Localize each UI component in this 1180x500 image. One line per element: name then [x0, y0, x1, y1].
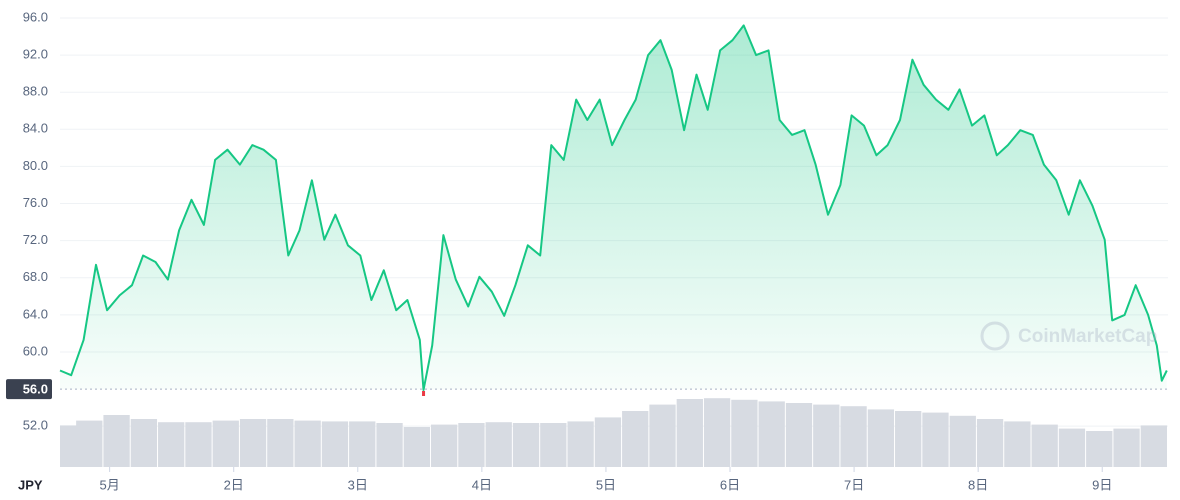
x-tick-label: 8日 — [968, 477, 988, 492]
volume-bar — [895, 411, 922, 467]
volume-bar — [1004, 421, 1031, 467]
price-line — [59, 24, 1168, 391]
low-marker — [422, 390, 426, 396]
volume-bar — [676, 399, 703, 467]
y-tick-label: 72.0 — [23, 232, 48, 247]
volume-bar — [1058, 428, 1086, 467]
y-tick-label: 80.0 — [23, 158, 48, 173]
y-tick-label: 76.0 — [23, 195, 48, 210]
volume-bar — [703, 398, 731, 467]
volume-bar — [540, 423, 567, 467]
x-tick-label: 4日 — [472, 477, 492, 492]
x-tick-label: 9日 — [1092, 477, 1112, 492]
volume-bar — [840, 406, 867, 467]
watermark-text: CoinMarketCap — [1018, 326, 1157, 347]
volume-bar — [485, 422, 512, 467]
volume-bar — [403, 427, 430, 467]
volume-bar — [239, 419, 267, 467]
volume-bar — [1140, 425, 1167, 467]
x-tick-label: 5月 — [100, 477, 120, 492]
volume-bar — [622, 411, 649, 467]
volume-bar — [731, 399, 758, 467]
currency-label: JPY — [18, 477, 43, 492]
volume-bar — [1086, 431, 1113, 467]
volume-bar — [103, 415, 130, 467]
volume-bar — [813, 404, 840, 467]
watermark-logo — [980, 321, 1010, 351]
y-tick-label: 64.0 — [23, 306, 48, 321]
reference-label-box — [6, 379, 52, 400]
volume-bar — [212, 420, 239, 467]
y-tick-label: 68.0 — [23, 269, 48, 284]
volume-bar — [294, 420, 321, 467]
volume-bar — [185, 422, 212, 467]
plot: 52.0 60.0 64.0 68.0 72.0 76.0 80.0 84.0 88.0 92.0… — [6, 9, 1168, 492]
volume-bar — [512, 423, 540, 467]
volume-bar — [785, 403, 813, 467]
y-tick-label: 92.0 — [23, 47, 48, 62]
x-tick-label: 2日 — [224, 477, 244, 492]
volume-bar — [130, 419, 158, 467]
volume-bar — [76, 420, 103, 467]
volume-bar — [594, 417, 622, 467]
volume-bar — [267, 419, 294, 467]
volume-bar — [321, 421, 349, 467]
y-tick-label: 96.0 — [23, 9, 48, 24]
volume-bar — [376, 423, 403, 467]
volume-bar — [430, 424, 458, 467]
y-tick-label: 88.0 — [23, 84, 48, 99]
volume-bar — [458, 423, 485, 467]
volume-bar — [922, 412, 949, 467]
price-area — [60, 25, 1167, 391]
volume-bar — [976, 419, 1004, 467]
volume-bar — [1031, 424, 1058, 467]
volume-bar — [567, 421, 594, 467]
volume-bar — [867, 409, 895, 467]
x-tick-label: 7日 — [844, 477, 864, 492]
x-tick-label: 6日 — [720, 477, 740, 492]
y-tick-label: 84.0 — [23, 121, 48, 136]
volume-bar — [1113, 428, 1140, 467]
x-tick-label: 3日 — [348, 477, 368, 492]
volume-bar — [949, 415, 976, 467]
y-tick-label: 60.0 — [23, 343, 48, 358]
volume-bar — [649, 404, 676, 467]
watermark: CoinMarketCap — [980, 321, 1157, 351]
reference-label: 56.0 — [23, 382, 48, 397]
volume-bar — [158, 422, 185, 467]
x-tick-label: 5日 — [596, 477, 616, 492]
volume-bar — [758, 401, 785, 467]
volume-bar — [349, 421, 376, 467]
y-tick-label: 52.0 — [23, 418, 48, 433]
